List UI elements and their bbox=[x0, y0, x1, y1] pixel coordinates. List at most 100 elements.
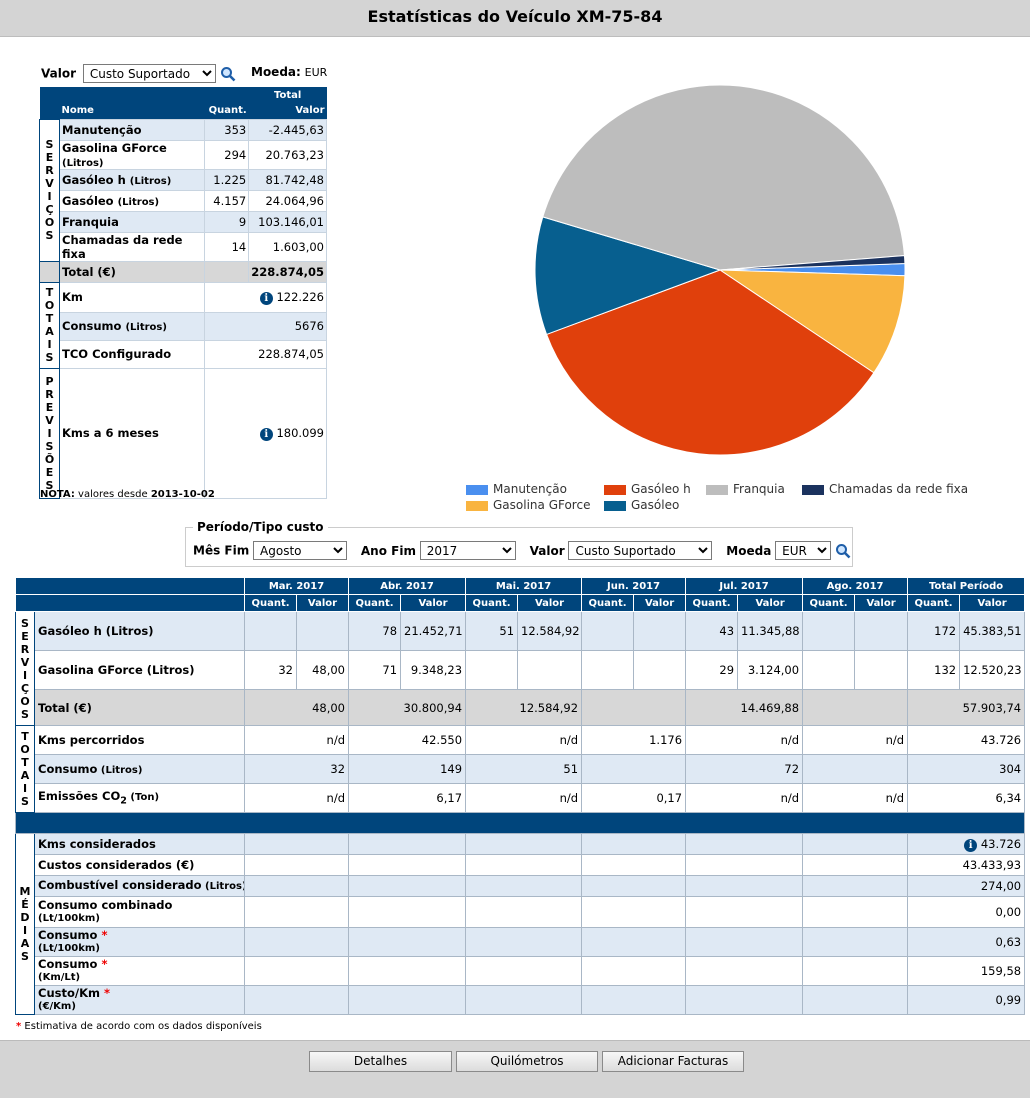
table-row: Gasolina GForce (Litros) 32 48,00 71 9.348,2… bbox=[15, 650, 1026, 690]
ano-select[interactable]: 2017 bbox=[419, 541, 516, 560]
empty-cell bbox=[465, 985, 583, 1015]
empty-cell bbox=[243, 985, 350, 1015]
empty-cell bbox=[243, 927, 350, 957]
empty-cell bbox=[581, 854, 687, 876]
empty-cell bbox=[685, 833, 804, 855]
col-valor: Valor bbox=[737, 594, 804, 612]
footnote: * Estimativa de acordo com os dados disp… bbox=[16, 1021, 262, 1032]
cell-valor: 48,00 bbox=[295, 650, 350, 690]
kms6-value: 180.099 bbox=[276, 425, 324, 440]
empty-cell bbox=[802, 927, 909, 957]
service-quant: 353 bbox=[204, 118, 250, 141]
cell-quant: 29 bbox=[685, 650, 739, 690]
nota-prefix: NOTA: bbox=[40, 489, 75, 500]
service-quant: 4.157 bbox=[204, 189, 250, 212]
legend-swatch bbox=[706, 484, 728, 495]
legend-item: Franquia bbox=[706, 482, 785, 496]
row-name: Total (€) bbox=[34, 689, 245, 726]
col-quant: Quant. bbox=[348, 594, 402, 612]
row-name: Consumo combinado (Lt/100km) bbox=[34, 896, 245, 928]
nota-text: valores desde bbox=[78, 489, 148, 500]
pie-slice bbox=[542, 84, 905, 271]
legend-item: Gasolina GForce bbox=[466, 498, 590, 512]
col-quant: Quant. bbox=[802, 594, 856, 612]
legend-label: Gasolina GForce bbox=[493, 498, 591, 512]
info-icon[interactable]: i bbox=[259, 291, 273, 305]
cell-valor: 3.124,00 bbox=[737, 650, 804, 690]
valor-filter: Valor Custo Suportado bbox=[41, 64, 236, 83]
cell-value: 304 bbox=[907, 754, 1026, 784]
table-row: Emissões CO2 (Ton) n/d 6,17 n/d 0,17 n/d n/d 6,… bbox=[15, 783, 1026, 813]
legend-swatch bbox=[466, 484, 488, 495]
table-row: Consumo * (Km/Lt) 159,58 bbox=[15, 956, 1026, 986]
group-totais: T O T A I S bbox=[39, 281, 60, 369]
cell-value: n/d bbox=[685, 725, 804, 755]
empty-cell bbox=[348, 927, 467, 957]
km-cell: i 122.226 bbox=[204, 281, 327, 313]
row-name: Emissões CO2 (Ton) bbox=[34, 783, 245, 813]
row-name: Consumo (Litros) bbox=[34, 754, 245, 784]
service-name: Manutenção bbox=[58, 118, 206, 141]
search-icon[interactable] bbox=[835, 543, 851, 559]
group-label: T O T A I S bbox=[15, 725, 35, 813]
total-row: Total (€) 48,00 30.800,94 12.584,92 14.469,8… bbox=[15, 689, 1026, 726]
detalhes-button[interactable]: Detalhes bbox=[309, 1051, 452, 1072]
cell-quant bbox=[802, 611, 856, 651]
cell-quant: 43 bbox=[685, 611, 739, 651]
cell-total bbox=[802, 689, 909, 726]
month-header: Mar. 2017 bbox=[243, 577, 350, 595]
empty-cell bbox=[348, 896, 467, 928]
moeda-select[interactable]: EUR bbox=[775, 541, 832, 560]
media-value: 43.433,93 bbox=[907, 854, 1026, 876]
legend-swatch bbox=[604, 500, 626, 511]
empty-cell bbox=[465, 956, 583, 986]
cell-value: 42.550 bbox=[348, 725, 467, 755]
consumo-label: Consumo (Litros) bbox=[58, 311, 206, 341]
estimate-star: * bbox=[97, 957, 108, 971]
empty-cell bbox=[465, 854, 583, 876]
info-icon[interactable]: i bbox=[964, 838, 978, 852]
media-value: 159,58 bbox=[907, 956, 1026, 986]
col-quant: Quant. bbox=[465, 594, 519, 612]
footnote-star: * bbox=[16, 1021, 22, 1032]
empty-cell bbox=[685, 985, 804, 1015]
empty-cell bbox=[685, 875, 804, 897]
consumo-unit: (Litros) bbox=[125, 322, 167, 333]
service-unit: (Litros) bbox=[62, 157, 104, 169]
cell-valor: 12.584,92 bbox=[517, 611, 583, 651]
cell-total bbox=[581, 689, 687, 726]
total-label: Total (€) bbox=[58, 260, 206, 283]
col-valor: Valor bbox=[295, 105, 325, 117]
estimate-star: * bbox=[97, 928, 108, 942]
info-icon[interactable]: i bbox=[259, 427, 273, 441]
legend-item: Gasóleo h bbox=[604, 482, 691, 496]
service-name-text: Gasolina GForce bbox=[62, 140, 167, 155]
quilometros-button[interactable]: Quilómetros bbox=[456, 1051, 598, 1072]
col-quant: Quant. bbox=[244, 594, 297, 612]
table-row: T O T A I S Kms percorridos n/d 42.550 n/d 1.… bbox=[15, 725, 1026, 813]
empty-cell bbox=[802, 854, 909, 876]
table-row: Custos considerados (€) 43.433,93 bbox=[15, 854, 1026, 876]
mes-select[interactable]: Agosto bbox=[253, 541, 348, 560]
cell-value: n/d bbox=[465, 725, 583, 755]
cell-quant bbox=[581, 650, 635, 690]
cell-value: n/d bbox=[243, 783, 350, 813]
media-value: 274,00 bbox=[907, 875, 1026, 897]
table-row: M É D I A S Kms considerados i 43.726 bbox=[15, 833, 1026, 1015]
search-icon[interactable] bbox=[220, 66, 236, 82]
cell-valor bbox=[517, 650, 583, 690]
period-table: Mar. 2017 Abr. 2017 Mai. 2017 Jun. 2017 … bbox=[14, 577, 1026, 1015]
row-name: Custo/Km * (€/Km) bbox=[34, 985, 245, 1015]
group-label: M É D I A S bbox=[15, 833, 35, 1015]
tco-value: 228.874,05 bbox=[204, 339, 327, 369]
cell-valor bbox=[633, 650, 687, 690]
valor-select[interactable]: Custo Suportado bbox=[82, 64, 216, 83]
service-name: Chamadas da rede fixa bbox=[58, 231, 206, 262]
valor2-select[interactable]: Custo Suportado bbox=[568, 541, 713, 560]
service-name-text: Gasóleo bbox=[62, 193, 114, 208]
tco-label: TCO Configurado bbox=[58, 339, 206, 369]
cell-valor bbox=[295, 611, 350, 651]
empty-cell bbox=[581, 833, 687, 855]
adicionar-facturas-button[interactable]: Adicionar Facturas bbox=[602, 1051, 744, 1072]
empty-cell bbox=[348, 854, 467, 876]
